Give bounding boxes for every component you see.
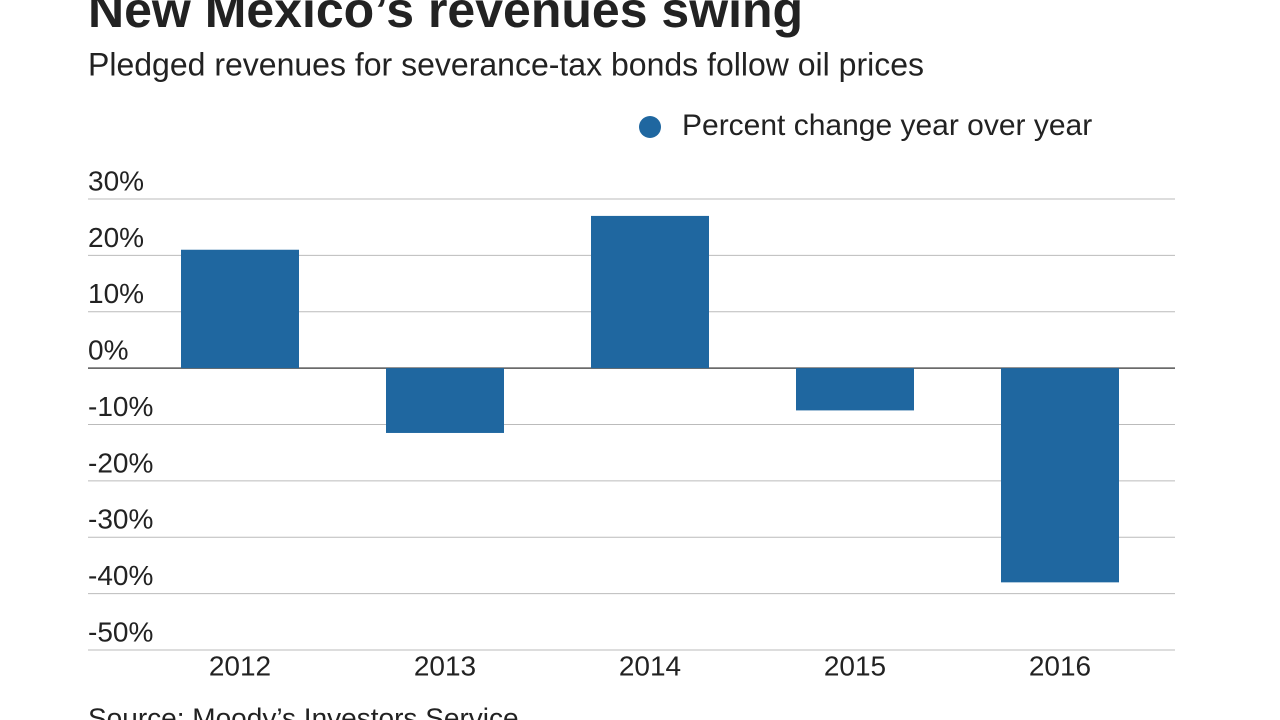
x-tick-label: 2013 [414, 650, 476, 681]
bar [591, 215, 709, 369]
source: Source: Moody’s Investors Service [88, 702, 519, 720]
bar [796, 368, 914, 411]
bar [386, 368, 504, 433]
x-tick-label: 2012 [209, 650, 271, 681]
y-tick-label: 30% [88, 165, 144, 196]
y-tick-label: -40% [88, 560, 153, 591]
y-tick-label: -20% [88, 447, 153, 478]
y-tick-label: -10% [88, 391, 153, 422]
y-tick-label: 10% [88, 278, 144, 309]
y-tick-label: 20% [88, 222, 144, 253]
y-tick-label: -30% [88, 504, 153, 535]
chart-subtitle: Pledged revenues for severance-tax bonds… [88, 46, 924, 82]
x-tick-label: 2016 [1029, 650, 1091, 681]
y-tick-label: 0% [88, 335, 128, 366]
x-tick-label: 2014 [619, 650, 681, 681]
legend-label: Percent change year over year [682, 109, 1092, 142]
bar [1001, 368, 1119, 583]
bar [181, 249, 299, 369]
chart-title: New Mexico’s revenues swing [88, 0, 803, 38]
legend-marker [639, 116, 661, 138]
x-tick-label: 2015 [824, 650, 886, 681]
y-tick-label: -50% [88, 616, 153, 647]
